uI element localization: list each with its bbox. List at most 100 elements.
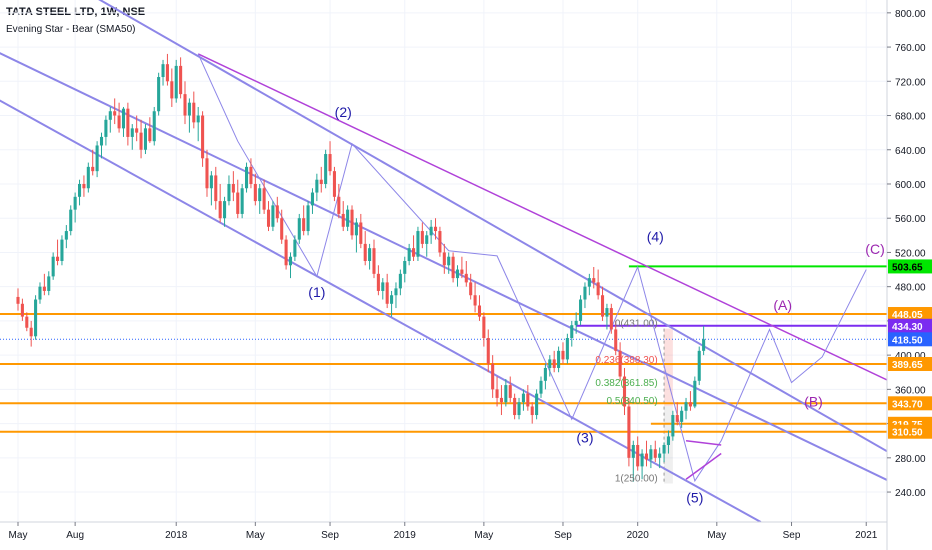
plot-area: 0(431.00) 0.236(388.30) 0.382(361.85) 0.5(3… — [0, 0, 887, 522]
candle-body — [495, 389, 499, 398]
candle-body — [29, 327, 33, 337]
candle-body — [499, 397, 503, 403]
candle-body — [561, 350, 565, 360]
time-tick-label: Sep — [783, 530, 801, 541]
price-tag-label: 310.50 — [892, 428, 923, 439]
candle-body — [288, 256, 293, 266]
wave-label: (2) — [335, 104, 352, 120]
candle-body — [350, 209, 354, 236]
candle-body — [249, 166, 253, 184]
candle-body — [464, 273, 468, 283]
price-tick-label: 240.00 — [895, 488, 926, 499]
candle-body — [69, 209, 73, 232]
candle-body — [341, 213, 345, 227]
channel-line — [0, 52, 887, 482]
candle-body — [310, 192, 315, 206]
candle-body — [157, 77, 161, 112]
fib-label: 1(250.00) — [615, 473, 658, 484]
wave-path — [197, 53, 867, 483]
price-tag-bg — [888, 332, 932, 347]
candle-body — [174, 65, 178, 99]
candle-body — [649, 449, 653, 460]
time-tick-label: May — [474, 530, 493, 541]
candle-body — [297, 218, 301, 240]
candle-body — [104, 119, 108, 137]
candle-body — [179, 65, 183, 95]
price-tag-bg — [888, 318, 932, 333]
candle-body — [653, 449, 657, 458]
candle-body — [372, 248, 376, 274]
candle-body — [451, 256, 455, 279]
candle-body — [390, 295, 394, 304]
price-tag-bg — [888, 356, 932, 371]
candle-body — [491, 363, 495, 390]
candle-body — [693, 380, 697, 407]
candle-body — [543, 367, 547, 381]
candle-body — [108, 111, 112, 120]
candle-body — [332, 171, 336, 197]
wave-label: (5) — [686, 489, 703, 505]
fib-label: 0(431.00) — [615, 319, 658, 330]
candle-body — [47, 276, 51, 291]
candle-body — [148, 128, 152, 142]
candle-body — [135, 128, 139, 133]
candle-body — [508, 385, 512, 398]
candle-body — [34, 299, 38, 337]
candle-body — [433, 226, 438, 232]
candle-body — [552, 359, 556, 368]
price-tick-label: 280.00 — [895, 454, 926, 465]
candle-body — [328, 154, 332, 172]
price-tick-label: 560.00 — [895, 214, 926, 225]
candle-body — [583, 286, 587, 300]
candle-body — [596, 282, 600, 296]
candle-body — [574, 320, 578, 326]
price-tag-bg — [888, 307, 932, 322]
candle-body — [429, 226, 433, 236]
candle-body — [702, 339, 706, 351]
candle-body — [486, 338, 490, 364]
candle-body — [530, 406, 534, 416]
candle-body — [82, 183, 86, 189]
candle-body — [245, 166, 249, 189]
price-tick-label: 600.00 — [895, 180, 926, 191]
candle-body — [354, 222, 358, 236]
time-tick-label: Sep — [321, 530, 339, 541]
wave-label: (B) — [804, 393, 823, 409]
price-tag-label: 503.65 — [892, 262, 923, 273]
candle-body — [565, 338, 569, 360]
candle-body — [165, 64, 169, 82]
candle-body — [209, 175, 213, 189]
wave-label: (C) — [865, 241, 884, 257]
candle-body — [631, 444, 635, 458]
price-tick-label: 400.00 — [895, 351, 926, 362]
fib-label: 0.236(388.30) — [595, 355, 657, 366]
price-tick-label: 720.00 — [895, 77, 926, 88]
candle-body — [359, 222, 363, 244]
candle-body — [407, 248, 411, 261]
wave-label: (4) — [647, 228, 664, 244]
candle-body — [302, 218, 306, 232]
candle-body — [517, 402, 521, 416]
candle-body — [91, 166, 95, 172]
candle-body — [442, 252, 446, 266]
indicator-label: Evening Star - Bear (SMA50) — [6, 24, 136, 35]
candle-body — [504, 385, 508, 403]
candle-body — [697, 350, 701, 381]
candle-body — [684, 402, 688, 411]
candle-body — [121, 108, 126, 129]
candle-body — [644, 453, 649, 460]
candle-body — [666, 436, 670, 445]
candle-body — [86, 166, 90, 189]
candle-body — [143, 128, 147, 150]
candle-body — [671, 415, 675, 437]
candle-body — [368, 248, 372, 261]
candle-body — [438, 231, 442, 253]
candle-body — [376, 273, 380, 291]
candle-body — [513, 397, 517, 416]
candle-body — [381, 282, 385, 291]
candle-body — [592, 278, 596, 283]
time-tick-label: Sep — [554, 530, 572, 541]
price-tick-label: 520.00 — [895, 248, 926, 259]
candle-body — [16, 296, 20, 304]
